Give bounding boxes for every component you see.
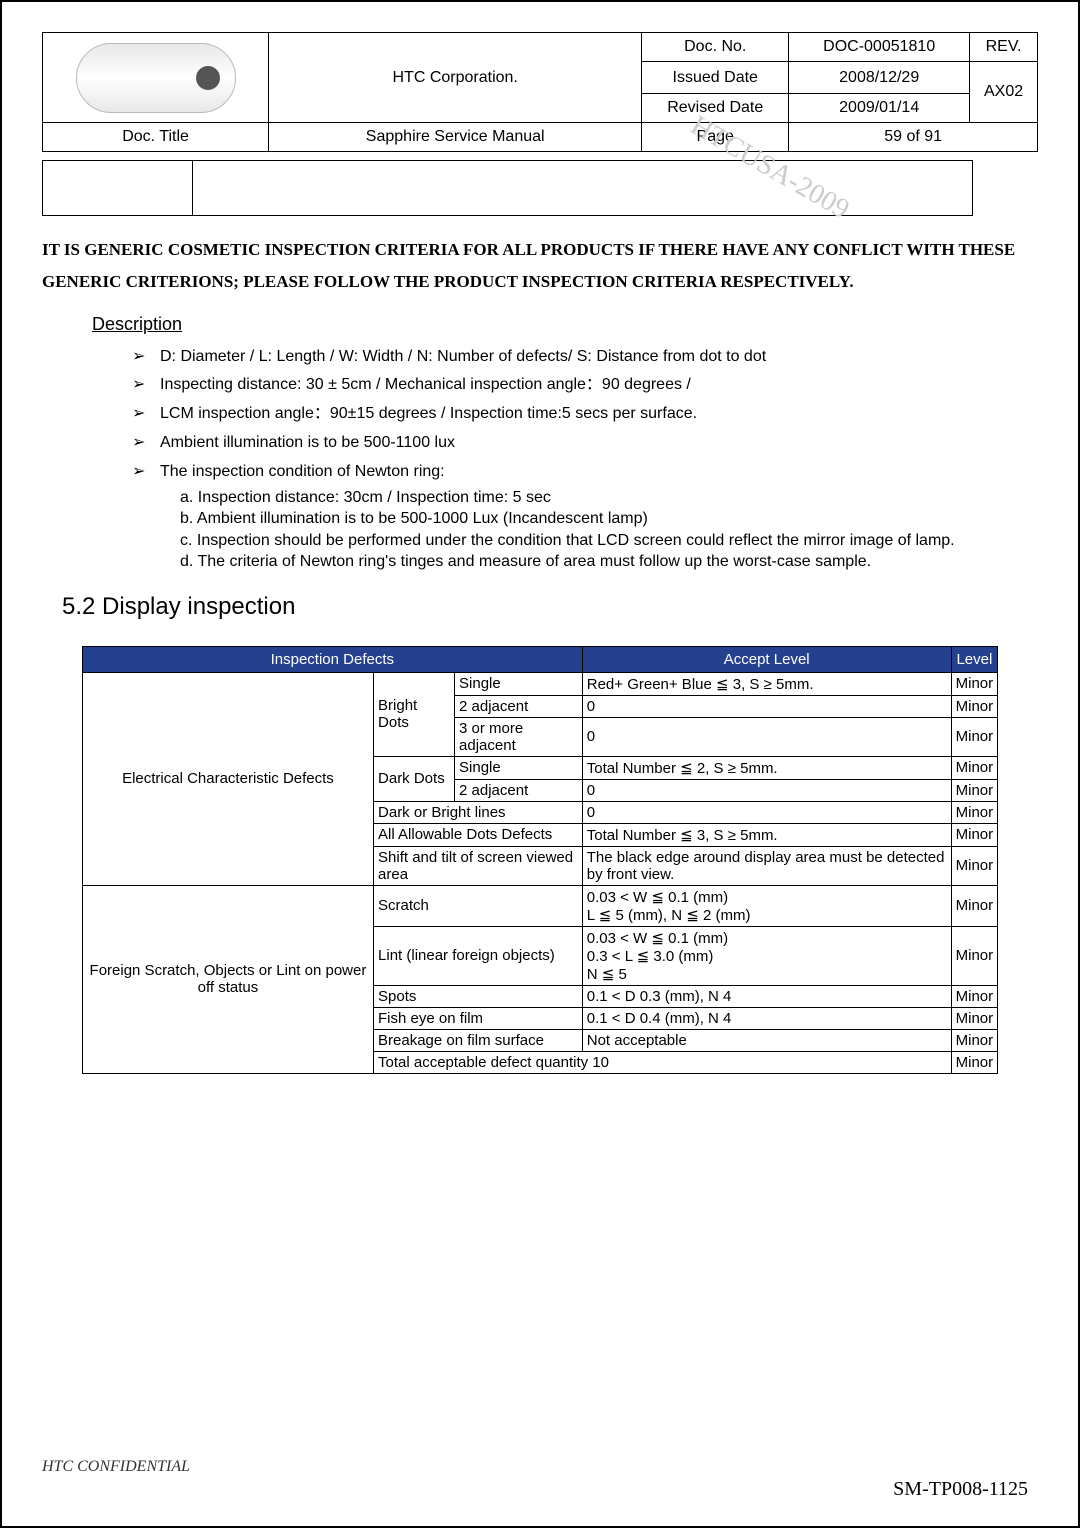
cell: 0.03 < W ≦ 0.1 (mm) L ≦ 5 (mm), N ≦ 2 (m… [582,885,951,926]
header-info-table: HTC Corporation. Doc. No. DOC-00051810 R… [42,32,1038,152]
cat-electrical: Electrical Characteristic Defects [82,672,373,885]
description-list: D: Diameter / L: Length / W: Width / N: … [42,343,1038,573]
cell: 0.1 < D 0.4 (mm), N 4 [582,1007,951,1029]
cell: Total acceptable defect quantity 10 [374,1051,952,1073]
cell: 0.03 < W ≦ 0.1 (mm) 0.3 < L ≦ 3.0 (mm) N… [582,926,951,985]
rev-value: AX02 [970,62,1038,123]
level-minor: Minor [951,885,998,926]
level-minor: Minor [951,695,998,717]
list-item: D: Diameter / L: Length / W: Width / N: … [132,343,1038,372]
level-minor: Minor [951,985,998,1007]
cell: The black edge around display area must … [582,846,951,885]
doc-title-label: Doc. Title [43,123,269,152]
cell: 0 [582,717,951,756]
cell: Total Number ≦ 2, S ≥ 5mm. [582,756,951,779]
doc-title-value: Sapphire Service Manual [269,123,642,152]
list-item-text: The inspection condition of Newton ring: [160,463,445,480]
sub-item: c. Inspection should be performed under … [180,530,1038,552]
cell: Single [455,672,583,695]
doc-no-value: DOC-00051810 [789,33,970,62]
sub-item: a. Inspection distance: 30cm / Inspectio… [180,487,1038,509]
footer-doc-code: SM-TP008-1125 [893,1478,1028,1501]
col-level: Level [951,646,998,672]
list-item: LCM inspection angle：90±15 degrees / Ins… [132,400,1038,429]
section-title: 5.2 Display inspection [62,593,1038,621]
level-minor: Minor [951,926,998,985]
rev-label: REV. [970,33,1038,62]
cat-foreign: Foreign Scratch, Objects or Lint on powe… [82,885,373,1073]
level-minor: Minor [951,672,998,695]
cell: Red+ Green+ Blue ≦ 3, S ≥ 5mm. [582,672,951,695]
level-minor: Minor [951,1007,998,1029]
sub-item: d. The criteria of Newton ring's tinges … [180,551,1038,573]
cell: Not acceptable [582,1029,951,1051]
level-minor: Minor [951,1029,998,1051]
cell: 3 or more adjacent [455,717,583,756]
col-accept: Accept Level [582,646,951,672]
issued-value: 2008/12/29 [789,62,970,94]
level-minor: Minor [951,801,998,823]
blank-row [42,160,973,216]
level-minor: Minor [951,756,998,779]
sub-item-list: a. Inspection distance: 30cm / Inspectio… [160,487,1038,573]
cell: 0 [582,801,951,823]
description-heading: Description [92,314,1038,335]
revised-label: Revised Date [642,94,789,123]
inspection-table: Inspection Defects Accept Level Level El… [82,646,998,1074]
revised-value: 2009/01/14 [789,94,970,123]
list-item: Inspecting distance: 30 ± 5cm / Mechanic… [132,371,1038,400]
notice-text: IT IS GENERIC COSMETIC INSPECTION CRITER… [42,234,1038,299]
page-value: 59 of 91 [789,123,1038,152]
doc-no-label: Doc. No. [642,33,789,62]
level-minor: Minor [951,717,998,756]
company-name: HTC Corporation. [269,33,642,123]
level-minor: Minor [951,823,998,846]
cell: Scratch [374,885,583,926]
page-label: Page [642,123,789,152]
level-minor: Minor [951,846,998,885]
document-page: HTCUSA-2009 HTC Corporation. Doc. No. DO… [0,0,1080,1528]
level-minor: Minor [951,1051,998,1073]
cell: Fish eye on film [374,1007,583,1029]
cell: All Allowable Dots Defects [374,823,583,846]
cell: 2 adjacent [455,779,583,801]
bright-dots: Bright Dots [374,672,455,756]
cell: Breakage on film surface [374,1029,583,1051]
cell: Shift and tilt of screen viewed area [374,846,583,885]
dark-dots: Dark Dots [374,756,455,801]
device-image-cell [43,33,269,123]
col-defects: Inspection Defects [82,646,582,672]
cell: Single [455,756,583,779]
list-item: Ambient illumination is to be 500-1100 l… [132,429,1038,458]
cell: 0 [582,779,951,801]
level-minor: Minor [951,779,998,801]
sub-item: b. Ambient illumination is to be 500-100… [180,508,1038,530]
cell: Dark or Bright lines [374,801,583,823]
cell: Lint (linear foreign objects) [374,926,583,985]
list-item: The inspection condition of Newton ring:… [132,458,1038,573]
cell: 0 [582,695,951,717]
cell: Spots [374,985,583,1007]
cell: 0.1 < D 0.3 (mm), N 4 [582,985,951,1007]
cell: Total Number ≦ 3, S ≥ 5mm. [582,823,951,846]
footer-confidential: HTC CONFIDENTIAL [42,1458,190,1476]
cell: 2 adjacent [455,695,583,717]
issued-label: Issued Date [642,62,789,94]
device-icon [76,43,236,113]
